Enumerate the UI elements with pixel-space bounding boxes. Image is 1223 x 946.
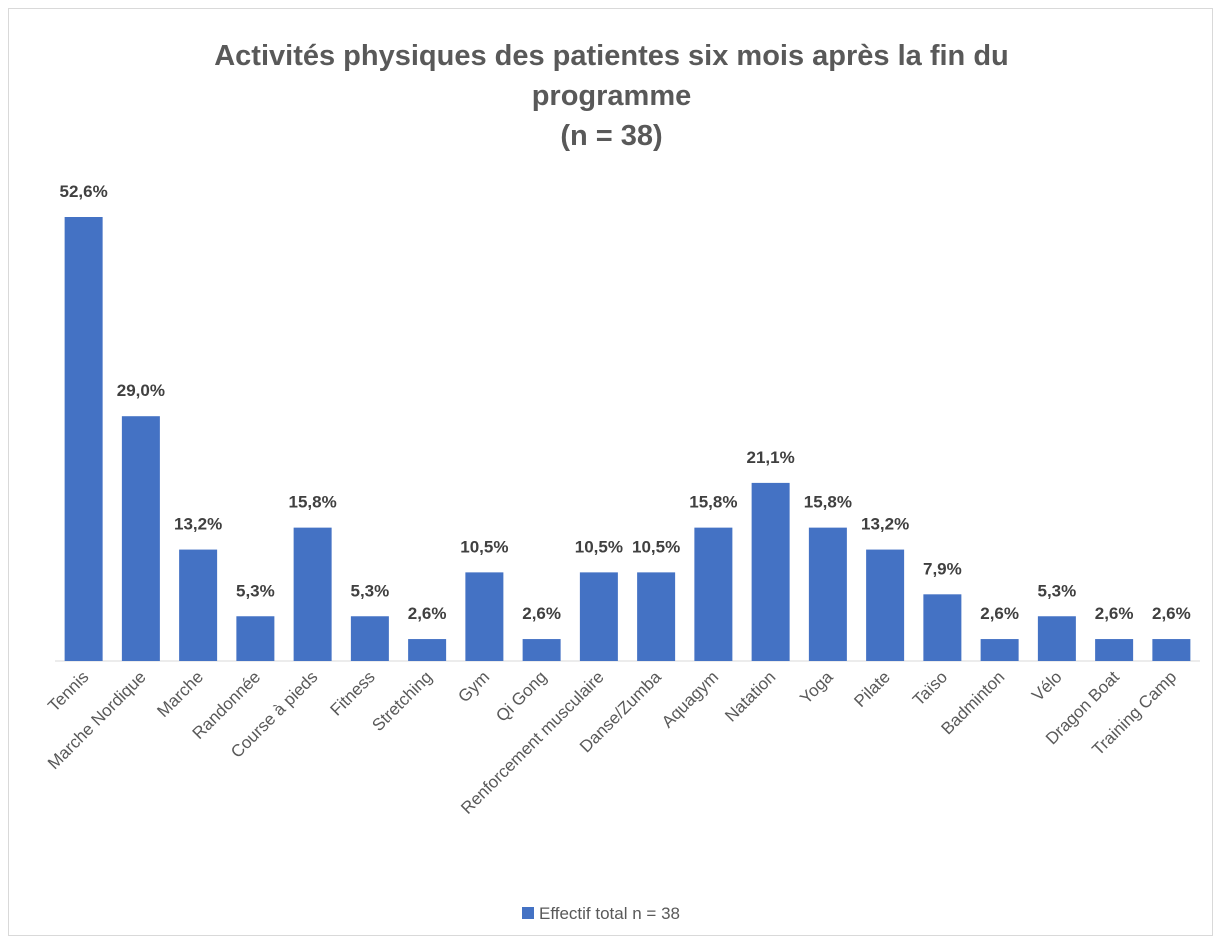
bar	[465, 572, 504, 661]
bar	[866, 549, 905, 661]
bar	[522, 639, 561, 661]
bar	[121, 416, 160, 661]
bar	[923, 594, 962, 661]
data-label: 2,6%	[980, 604, 1019, 623]
data-label: 13,2%	[174, 515, 222, 534]
chart-subtitle: (n = 38)	[560, 120, 663, 152]
bar	[350, 616, 389, 661]
bar	[579, 572, 618, 661]
bar	[1037, 616, 1076, 661]
data-label: 2,6%	[1095, 604, 1134, 623]
x-tick-label: Pilate	[850, 667, 894, 711]
bar	[980, 639, 1019, 661]
chart-border	[8, 8, 1213, 936]
legend-swatch	[522, 907, 534, 919]
x-tick-label: Fitness	[327, 667, 379, 719]
x-tick-label: Tennis	[44, 667, 92, 715]
data-label: 15,8%	[804, 493, 852, 512]
data-label: 5,3%	[236, 581, 275, 600]
data-label: 2,6%	[1152, 604, 1191, 623]
bar	[1095, 639, 1134, 661]
bar	[808, 527, 847, 661]
data-label: 29,0%	[117, 381, 165, 400]
x-tick-label: Yoga	[796, 667, 837, 708]
data-label: 2,6%	[408, 604, 447, 623]
data-label: 10,5%	[460, 537, 508, 556]
x-tick-label: Marche	[153, 667, 207, 721]
x-tick-label: Vélo	[1028, 667, 1065, 704]
bar	[751, 482, 790, 661]
x-tick-label: Stretching	[368, 667, 436, 735]
legend-label: Effectif total n = 38	[539, 904, 680, 923]
chart-title: Activités physiques des patientes six mo…	[214, 40, 1009, 112]
data-label: 10,5%	[632, 537, 680, 556]
bar	[293, 527, 332, 661]
x-tick-label: Taïso	[909, 667, 951, 709]
data-label: 5,3%	[351, 581, 390, 600]
bar	[64, 217, 103, 661]
data-label: 15,8%	[689, 493, 737, 512]
bar	[1152, 639, 1191, 661]
x-tick-label: Gym	[454, 667, 493, 706]
bar	[637, 572, 676, 661]
bar	[236, 616, 275, 661]
x-tick-label: Natation	[721, 667, 779, 725]
data-label: 21,1%	[747, 448, 795, 467]
data-label: 10,5%	[575, 537, 623, 556]
bar	[408, 639, 447, 661]
x-tick-label: Marche Nordique	[44, 667, 150, 773]
bar	[694, 527, 733, 661]
data-label: 13,2%	[861, 515, 909, 534]
bar	[179, 549, 218, 661]
x-tick-label: Aquagym	[658, 667, 722, 731]
data-label: 2,6%	[522, 604, 561, 623]
x-tick-label: Qi Gong	[492, 667, 550, 725]
data-label: 7,9%	[923, 559, 962, 578]
title-block: Activités physiques des patientes six mo…	[0, 36, 1223, 156]
data-label: 15,8%	[289, 493, 337, 512]
data-label: 52,6%	[60, 182, 108, 201]
data-label: 5,3%	[1038, 581, 1077, 600]
